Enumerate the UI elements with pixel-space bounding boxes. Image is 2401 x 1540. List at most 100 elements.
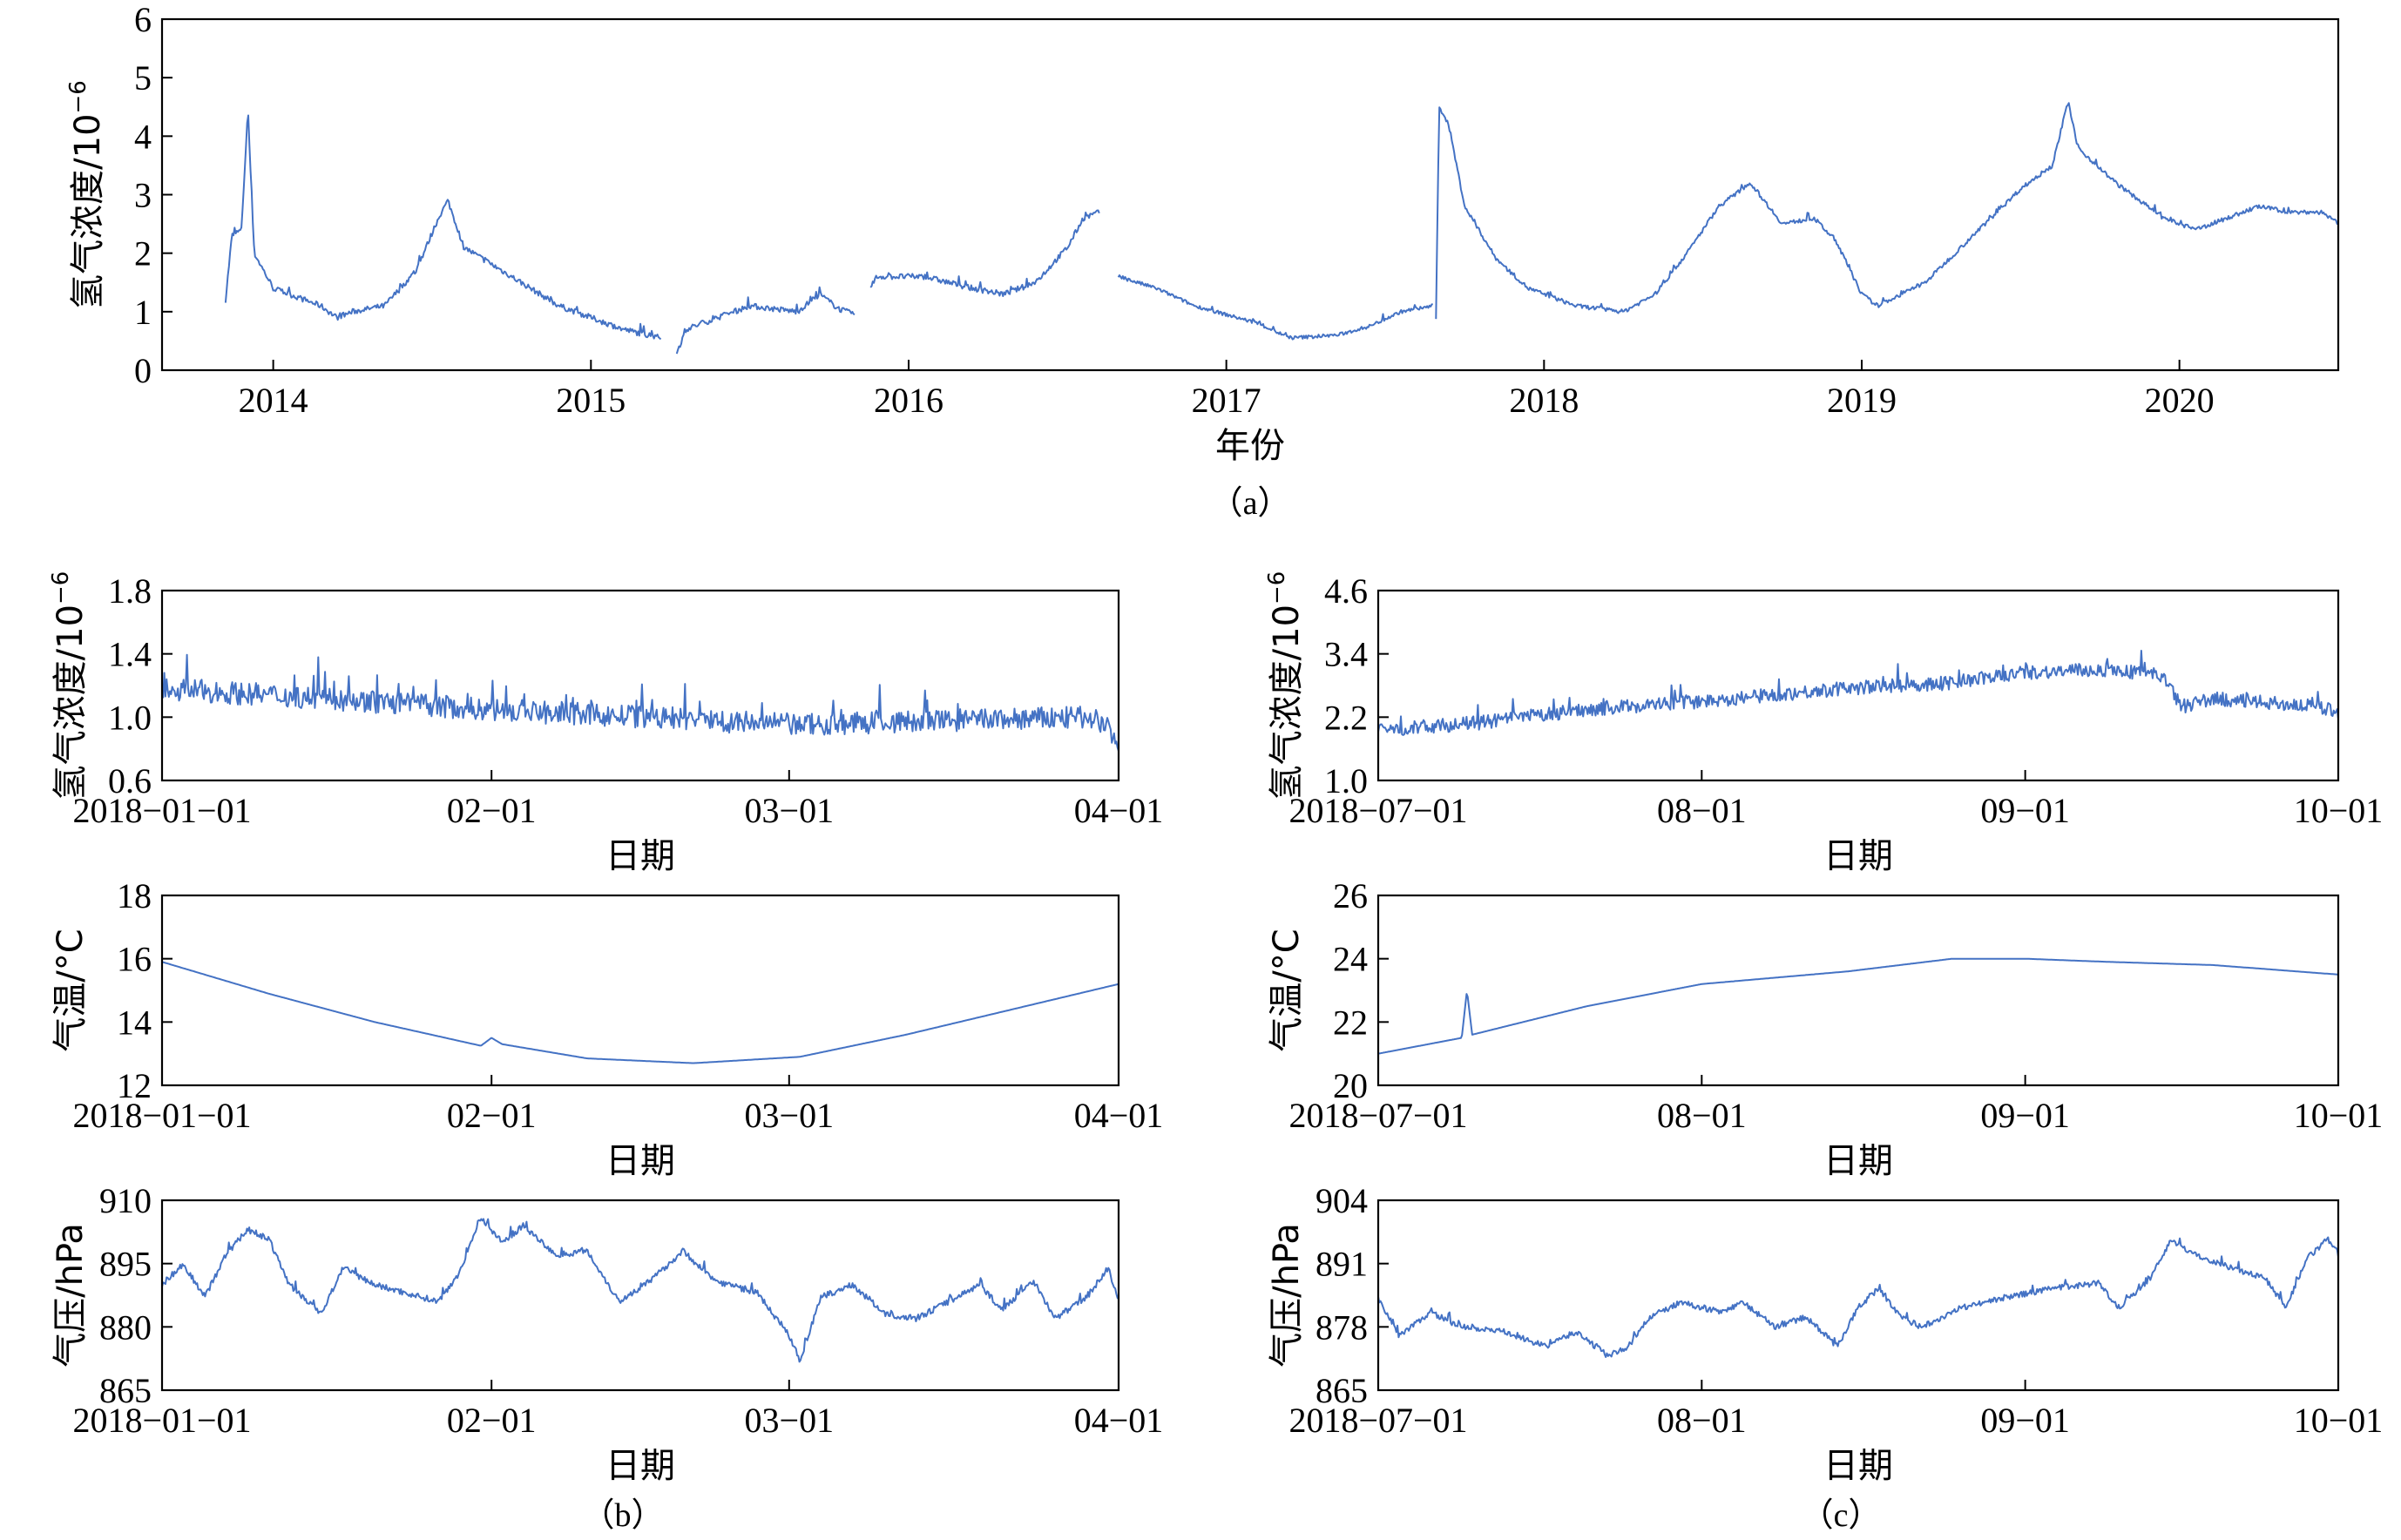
y-tick-label-a-0: 0: [134, 351, 152, 390]
x-tick-label-c-pres-2: 09−01: [1980, 1401, 2070, 1440]
y-axis-label-exponent-a: −6: [65, 80, 91, 113]
y-tick-label-c-temp-3: 26: [1333, 876, 1368, 915]
y-axis-label-b-h2: 氢气浓度/10−6: [48, 571, 91, 800]
x-tick-label-c-h2-0: 2018−07−01: [1288, 791, 1467, 830]
x-axis-label-b-pres: 日期: [605, 1446, 675, 1486]
y-tick-label-b-temp-0: 12: [117, 1066, 152, 1105]
chart-b-h2: 0.6 1.0 1.4 1.8 2018−01−01 02−01 03−01 04−01 日期 氢…: [48, 571, 1163, 876]
chart-c-temp: 20 22 24 26 2018−07−01 08−01 09−01 10−01 日期 气温/°C: [1267, 876, 2383, 1181]
x-tick-label-b-temp-1: 02−01: [447, 1096, 537, 1135]
series-line-b-temp-0-0: [162, 961, 1119, 1064]
series-line-a-0-0: [224, 114, 662, 341]
y-axis-label-text-b-temp: 气温/°C: [51, 929, 91, 1051]
x-tick-label-c-temp-2: 09−01: [1980, 1096, 2070, 1135]
x-axis-label-c-h2: 日期: [1823, 836, 1893, 876]
y-tick-label-b-h2-1: 1.0: [108, 698, 152, 737]
y-tick-label-c-h2-0: 1.0: [1324, 761, 1368, 800]
series-line-a-0-1: [675, 286, 856, 355]
plot-frame-c-temp: [1376, 894, 2340, 1087]
x-tick-label-c-temp-0: 2018−07−01: [1288, 1096, 1467, 1135]
x-tick-label-c-h2-3: 10−01: [2294, 791, 2384, 830]
plot-frame-b-temp: [160, 894, 1120, 1087]
x-axis-label-c-pres: 日期: [1823, 1446, 1893, 1486]
x-tick-label-b-pres-0: 2018−01−01: [72, 1401, 251, 1440]
y-tick-label-a-6: 6: [134, 0, 152, 39]
x-axis-label-b-temp: 日期: [605, 1141, 675, 1181]
y-tick-label-c-h2-1: 2.2: [1324, 698, 1368, 737]
series-line-a-0-2: [869, 209, 1100, 297]
y-axis-label-text-c-pres: 气压/hPa: [1267, 1223, 1307, 1368]
x-tick-label-b-h2-3: 04−01: [1074, 791, 1164, 830]
y-axis-label-exponent-c-h2: −6: [1264, 571, 1290, 605]
x-tick-label-c-temp-1: 08−01: [1657, 1096, 1747, 1135]
y-tick-label-c-temp-2: 24: [1333, 940, 1368, 979]
y-tick-label-a-1: 1: [134, 293, 152, 332]
y-axis-label-b-temp: 气温/°C: [51, 929, 91, 1051]
series-line-a-0-3: [1117, 274, 1433, 341]
x-tick-label-a-6: 2020: [2145, 381, 2215, 420]
plot-frame-b-h2: [160, 589, 1120, 782]
y-axis-label-b-pres: 气压/hPa: [51, 1223, 91, 1368]
x-tick-label-a-5: 2019: [1827, 381, 1897, 420]
y-axis-label-c-pres: 气压/hPa: [1267, 1223, 1307, 1368]
y-tick-label-b-temp-2: 16: [117, 940, 152, 979]
y-tick-label-b-pres-1: 880: [99, 1307, 152, 1347]
y-tick-label-c-h2-2: 3.4: [1324, 635, 1368, 674]
series-line-b-h2-0-0: [162, 653, 1119, 752]
y-tick-label-a-5: 5: [134, 58, 152, 98]
x-tick-label-b-temp-3: 04−01: [1074, 1096, 1164, 1135]
x-tick-label-b-pres-2: 03−01: [745, 1401, 835, 1440]
x-tick-label-c-pres-0: 2018−07−01: [1288, 1401, 1467, 1440]
x-axis-label-a: 年份: [1215, 426, 1285, 466]
y-tick-label-b-h2-3: 1.8: [108, 571, 152, 611]
series-line-c-h2-0-0: [1378, 650, 2338, 736]
x-tick-label-b-h2-2: 03−01: [745, 791, 835, 830]
series-line-c-temp-0-0: [1378, 957, 2338, 1055]
chart-c-h2: 1.0 2.2 3.4 4.6 2018−07−01 08−01 09−01 10−01 日期 氢…: [1264, 571, 2383, 876]
y-tick-label-c-pres-0: 865: [1315, 1371, 1368, 1410]
y-tick-label-c-h2-3: 4.6: [1324, 571, 1368, 611]
plot-frame-a: [160, 17, 2340, 372]
x-tick-label-c-pres-3: 10−01: [2294, 1401, 2384, 1440]
y-tick-label-b-pres-3: 910: [99, 1181, 152, 1220]
y-tick-label-b-h2-0: 0.6: [108, 761, 152, 800]
x-tick-label-a-1: 2015: [556, 381, 626, 420]
chart-b-pres: 865 880 895 910 2018−01−01 02−01 03−01 04−01 日期 气…: [51, 1181, 1163, 1534]
y-axis-label-text-a: 氢气浓度/10: [68, 113, 108, 308]
panel-label-a: （a）: [1210, 485, 1291, 522]
y-tick-label-c-pres-1: 878: [1315, 1307, 1368, 1347]
x-tick-label-a-4: 2018: [1509, 381, 1579, 420]
y-axis-label-text-b-pres: 气压/hPa: [51, 1223, 91, 1368]
x-axis-label-c-temp: 日期: [1823, 1141, 1893, 1181]
y-tick-label-c-pres-3: 904: [1315, 1181, 1368, 1220]
x-tick-label-c-temp-3: 10−01: [2294, 1096, 2384, 1135]
y-tick-label-c-temp-0: 20: [1333, 1066, 1368, 1105]
panel-label-b-pres: （b）: [581, 1497, 664, 1534]
x-tick-label-a-3: 2017: [1192, 381, 1261, 420]
y-tick-label-a-4: 4: [134, 117, 152, 156]
y-tick-label-c-temp-1: 22: [1333, 1003, 1368, 1042]
x-tick-label-b-pres-1: 02−01: [447, 1401, 537, 1440]
x-tick-label-b-h2-1: 02−01: [447, 791, 537, 830]
y-axis-label-text-b-h2: 氢气浓度/10: [51, 605, 91, 800]
y-axis-label-c-h2: 氢气浓度/10−6: [1264, 571, 1307, 800]
plot-frame-b-pres: [160, 1199, 1120, 1392]
y-tick-label-a-3: 3: [134, 176, 152, 215]
plot-frame-c-pres: [1376, 1199, 2340, 1392]
x-tick-label-b-h2-0: 2018−01−01: [72, 791, 251, 830]
y-tick-label-b-temp-1: 14: [117, 1003, 152, 1042]
x-tick-label-a-2: 2016: [874, 381, 943, 420]
x-tick-label-b-temp-2: 03−01: [745, 1096, 835, 1135]
y-axis-label-text-c-h2: 氢气浓度/10: [1267, 605, 1307, 800]
y-axis-label-c-temp: 气温/°C: [1267, 929, 1307, 1051]
series-line-b-pres-0-0: [162, 1218, 1119, 1363]
x-tick-label-c-h2-1: 08−01: [1657, 791, 1747, 830]
chart-b-temp: 12 14 16 18 2018−01−01 02−01 03−01 04−01 日期 气温/°C: [51, 876, 1163, 1181]
y-tick-label-b-pres-2: 895: [99, 1245, 152, 1284]
x-tick-label-c-pres-1: 08−01: [1657, 1401, 1747, 1440]
y-tick-label-b-temp-3: 18: [117, 876, 152, 915]
y-tick-label-a-2: 2: [134, 234, 152, 274]
x-tick-label-c-h2-2: 09−01: [1980, 791, 2070, 830]
y-tick-label-c-pres-2: 891: [1315, 1245, 1368, 1284]
